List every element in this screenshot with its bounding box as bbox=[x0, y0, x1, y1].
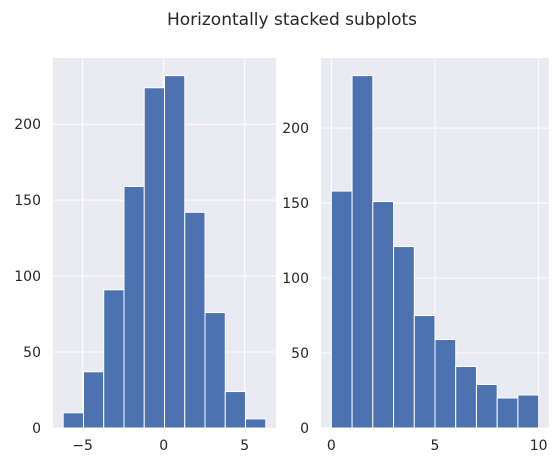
histogram-bar bbox=[413, 315, 436, 429]
histogram-bar bbox=[224, 391, 247, 429]
histogram-bar bbox=[204, 312, 226, 429]
x-tick-label: 5 bbox=[240, 438, 249, 454]
y-tick-label: 100 bbox=[282, 271, 309, 287]
x-tick-label: 5 bbox=[431, 438, 440, 454]
histogram-bar bbox=[330, 190, 353, 429]
y-tick-label: 50 bbox=[23, 345, 41, 361]
figure-title: Horizontally stacked subplots bbox=[167, 10, 417, 30]
histogram-bar bbox=[245, 418, 267, 429]
x-tick-label: 0 bbox=[159, 438, 168, 454]
histogram-bar bbox=[434, 339, 457, 429]
y-tick-label: 0 bbox=[300, 421, 309, 437]
histogram-bar bbox=[393, 246, 415, 429]
histogram-bar bbox=[164, 75, 186, 429]
y-tick-label: 150 bbox=[282, 196, 309, 212]
x-tick-label: 10 bbox=[530, 438, 548, 454]
histogram-bar bbox=[82, 371, 105, 429]
histogram-bar bbox=[475, 384, 498, 429]
histogram-bar bbox=[143, 87, 165, 429]
histogram-bar bbox=[496, 397, 519, 429]
histogram-bar bbox=[184, 211, 206, 429]
y-tick-label: 0 bbox=[32, 421, 41, 437]
histogram-bar bbox=[123, 185, 145, 429]
y-tick-label: 200 bbox=[282, 121, 309, 137]
x-tick-label: −5 bbox=[72, 438, 93, 454]
histogram-bar bbox=[103, 289, 125, 429]
y-tick-label: 100 bbox=[14, 269, 41, 285]
histogram-bar bbox=[351, 75, 374, 429]
y-tick-label: 150 bbox=[14, 193, 41, 209]
histogram-bar bbox=[372, 201, 395, 429]
histogram-bar bbox=[455, 366, 477, 429]
y-tick-label: 50 bbox=[291, 346, 309, 362]
histogram-bar bbox=[517, 394, 540, 429]
y-tick-label: 200 bbox=[14, 117, 41, 133]
histogram-bar bbox=[62, 412, 84, 429]
x-tick-label: 0 bbox=[327, 438, 336, 454]
